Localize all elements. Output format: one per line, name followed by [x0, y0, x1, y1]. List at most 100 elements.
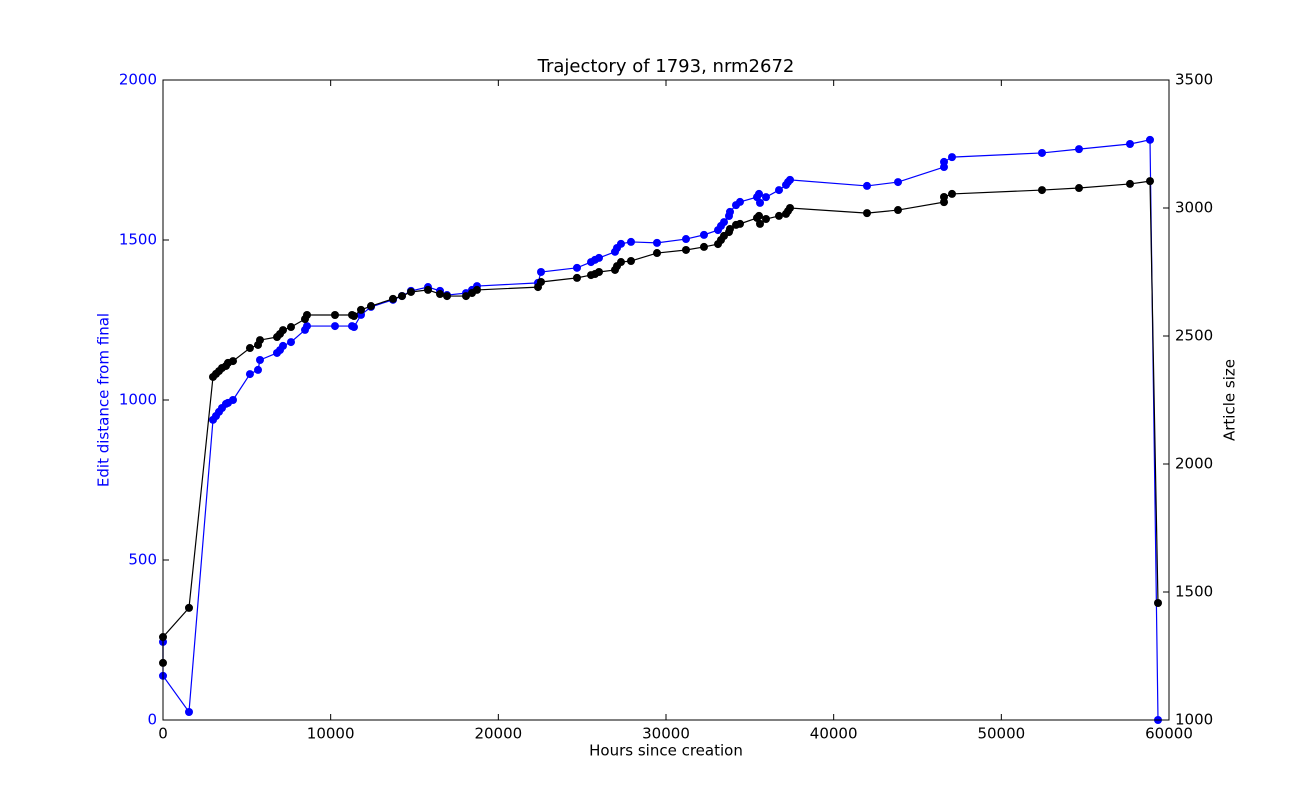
data-point	[736, 197, 745, 206]
data-point	[616, 239, 625, 248]
data-point	[398, 292, 407, 301]
y2-axis-label: Article size	[1221, 359, 1239, 441]
data-point	[255, 356, 264, 364]
data-point	[1146, 177, 1155, 186]
data-point	[719, 218, 728, 227]
x-tick-label: 50000	[977, 725, 1025, 743]
data-point	[278, 341, 287, 350]
data-point	[595, 268, 604, 276]
data-point	[948, 153, 957, 162]
data-point	[761, 215, 770, 224]
y-tick-label: 1000	[119, 391, 157, 409]
x-tick-label: 30000	[642, 725, 690, 743]
data-point	[682, 235, 691, 244]
data-point	[862, 209, 871, 218]
data-point	[1037, 186, 1046, 195]
data-point	[286, 338, 295, 347]
y-tick-label: 500	[128, 551, 157, 569]
data-point	[616, 258, 625, 267]
data-point	[436, 290, 445, 299]
data-point	[699, 242, 708, 251]
data-point	[330, 311, 339, 320]
chart-title: Trajectory of 1793, nrm2672	[537, 56, 795, 77]
data-point	[699, 230, 708, 239]
y-tick-label: 0	[147, 711, 157, 729]
data-point	[367, 302, 376, 311]
y2-tick-label: 2000	[1175, 455, 1213, 473]
data-point	[302, 322, 311, 331]
y-axis-label: Edit distance from final	[95, 313, 113, 487]
data-point	[894, 206, 903, 215]
data-point	[278, 326, 287, 335]
y2-tick-label: 1000	[1175, 711, 1213, 729]
data-point	[462, 292, 471, 301]
data-point	[330, 322, 339, 331]
y2-tick-label: 3000	[1175, 199, 1213, 217]
data-point	[786, 175, 795, 184]
data-point	[755, 189, 764, 198]
data-point	[302, 311, 311, 320]
x-tick-label: 20000	[474, 725, 522, 743]
data-point	[473, 285, 482, 294]
data-point	[652, 249, 661, 258]
data-point	[573, 263, 582, 272]
x-tick-label: 0	[158, 725, 168, 743]
data-point	[389, 294, 398, 303]
data-point	[350, 323, 359, 332]
data-point	[775, 211, 784, 220]
data-point	[755, 198, 764, 207]
plot-frame	[162, 79, 1170, 721]
y-tick-label: 1500	[119, 231, 157, 249]
data-point	[1154, 599, 1163, 608]
data-point	[350, 312, 359, 321]
x-tick-label: 10000	[307, 725, 355, 743]
data-point	[245, 370, 254, 379]
data-point	[245, 344, 254, 353]
data-point	[1126, 179, 1135, 188]
data-point	[725, 207, 734, 216]
data-point	[286, 323, 295, 332]
data-point	[253, 365, 262, 374]
data-point	[184, 603, 193, 612]
data-point	[652, 238, 661, 247]
data-point	[627, 256, 636, 265]
data-point	[940, 157, 949, 166]
data-point	[1126, 140, 1135, 148]
y2-tick-label: 1500	[1175, 583, 1213, 601]
y2-tick-label: 2500	[1175, 327, 1213, 345]
data-point	[1146, 135, 1155, 144]
data-point	[682, 245, 691, 254]
data-point	[862, 181, 871, 190]
data-point	[755, 211, 764, 220]
data-point	[595, 253, 604, 262]
data-point	[1074, 145, 1083, 154]
y-tick-label: 2000	[119, 71, 157, 89]
data-point	[1074, 184, 1083, 193]
data-point	[255, 336, 264, 345]
x-tick-label: 60000	[1145, 725, 1193, 743]
data-point	[537, 277, 546, 286]
data-point	[537, 268, 546, 276]
data-point	[755, 219, 764, 228]
data-point	[573, 273, 582, 282]
data-point	[229, 357, 238, 366]
data-point	[184, 708, 193, 716]
data-point	[356, 305, 365, 314]
data-point	[229, 396, 238, 404]
data-point	[1037, 148, 1046, 157]
data-point	[940, 192, 949, 201]
data-point	[894, 178, 903, 187]
data-point	[736, 219, 745, 228]
data-point	[775, 186, 784, 195]
data-point	[423, 285, 432, 294]
data-point	[761, 193, 770, 202]
data-point	[627, 237, 636, 246]
data-point	[725, 224, 734, 233]
x-tick-label: 40000	[810, 725, 858, 743]
data-point	[406, 287, 415, 296]
x-axis-label: Hours since creation	[589, 742, 743, 760]
data-point	[786, 204, 795, 212]
